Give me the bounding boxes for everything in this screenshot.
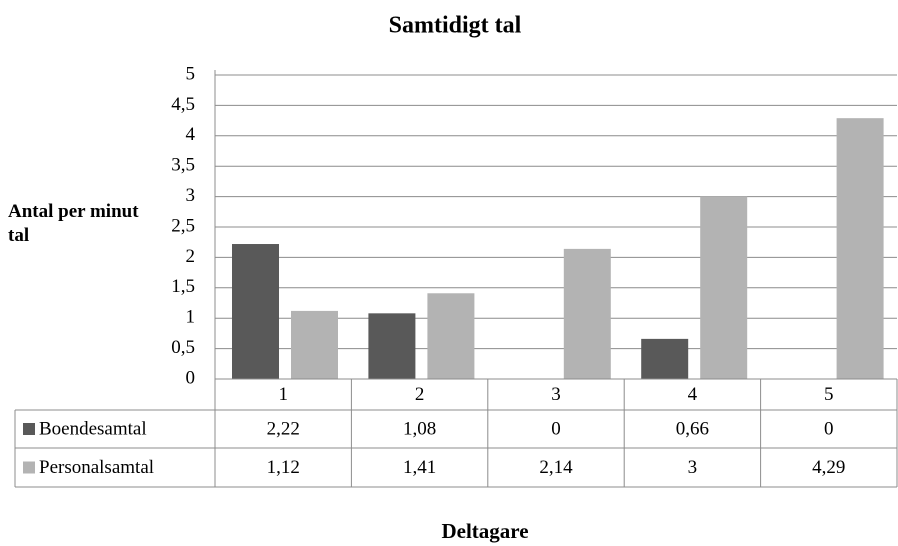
table-value: 3 (688, 457, 698, 478)
y-tick-label: 4,5 (171, 94, 195, 115)
legend-swatch (23, 461, 35, 474)
x-tick-label: 1 (278, 384, 288, 405)
x-tick-label: 4 (688, 384, 698, 405)
legend-label: Personalsamtal (39, 457, 154, 478)
bar (700, 196, 748, 379)
y-tick-label: 3 (186, 185, 196, 206)
bar (427, 293, 475, 379)
bar (368, 313, 416, 379)
legend-label: Boendesamtal (39, 418, 147, 439)
table-value: 0 (824, 418, 834, 439)
table-value: 2,22 (267, 418, 300, 439)
y-tick-label: 5 (186, 63, 196, 84)
table-value: 4,29 (812, 457, 845, 478)
y-tick-label: 3,5 (171, 155, 195, 176)
x-tick-label: 2 (415, 384, 425, 405)
bar (836, 118, 884, 379)
bar (232, 244, 279, 379)
x-tick-label: 5 (824, 384, 834, 405)
y-tick-label: 4 (186, 124, 196, 145)
y-tick-label: 2,5 (171, 215, 195, 236)
table-value: 0 (551, 418, 561, 439)
table-value: 0,66 (676, 418, 709, 439)
chart-title: Samtidigt tal (389, 13, 522, 39)
legend-swatch (23, 423, 35, 435)
bar (291, 310, 338, 379)
bar (563, 248, 611, 379)
y-tick-label: 0 (186, 367, 196, 388)
x-axis-label: Deltagare (441, 519, 528, 543)
y-tick-label: 0,5 (171, 337, 195, 358)
y-tick-label: 2 (186, 246, 196, 267)
x-tick-label: 3 (551, 384, 561, 405)
y-tick-label: 1 (186, 307, 196, 328)
table-value: 1,08 (403, 418, 436, 439)
y-tick-label: 1,5 (171, 276, 195, 297)
bar (641, 338, 689, 379)
table-value: 2,14 (539, 457, 573, 478)
table-value: 1,12 (267, 457, 300, 478)
y-axis-label: Antal per minut tal (8, 201, 139, 246)
table-value: 1,41 (403, 457, 436, 478)
